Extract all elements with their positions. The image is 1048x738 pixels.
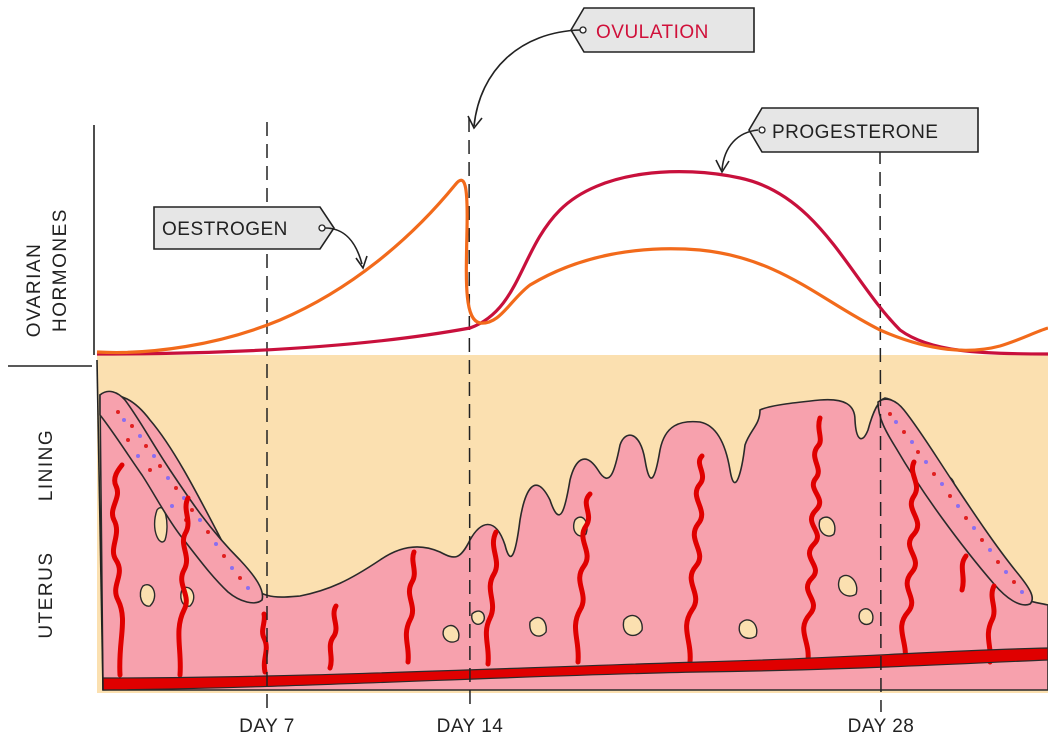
oestrogen-curve — [96, 178, 1048, 355]
day-7-label: DAY 7 — [239, 716, 295, 737]
progesterone-label: PROGESTERONE — [772, 122, 938, 143]
label-hormones: HORMONES — [50, 208, 71, 332]
ovulation-label: OVULATION — [596, 22, 709, 43]
day-14-label: DAY 14 — [437, 716, 504, 737]
oestrogen-label: OESTROGEN — [162, 219, 288, 240]
left-edge-lining — [96, 359, 104, 691]
progesterone-curve — [96, 170, 1048, 356]
shedding-lining-left — [99, 390, 264, 604]
label-uterus: UTERUS — [36, 551, 57, 638]
basal-blood-vessel — [102, 647, 1048, 691]
progesterone-tag: PROGESTERONE — [715, 107, 979, 174]
oestrogen-tag: OESTROGEN — [153, 206, 368, 270]
label-lining: LINING — [36, 429, 57, 501]
ovulation-tag: OVULATION — [467, 7, 755, 130]
blood-vessels — [110, 415, 997, 678]
label-ovarian: OVARIAN — [24, 243, 45, 338]
day-28-label: DAY 28 — [848, 716, 915, 737]
